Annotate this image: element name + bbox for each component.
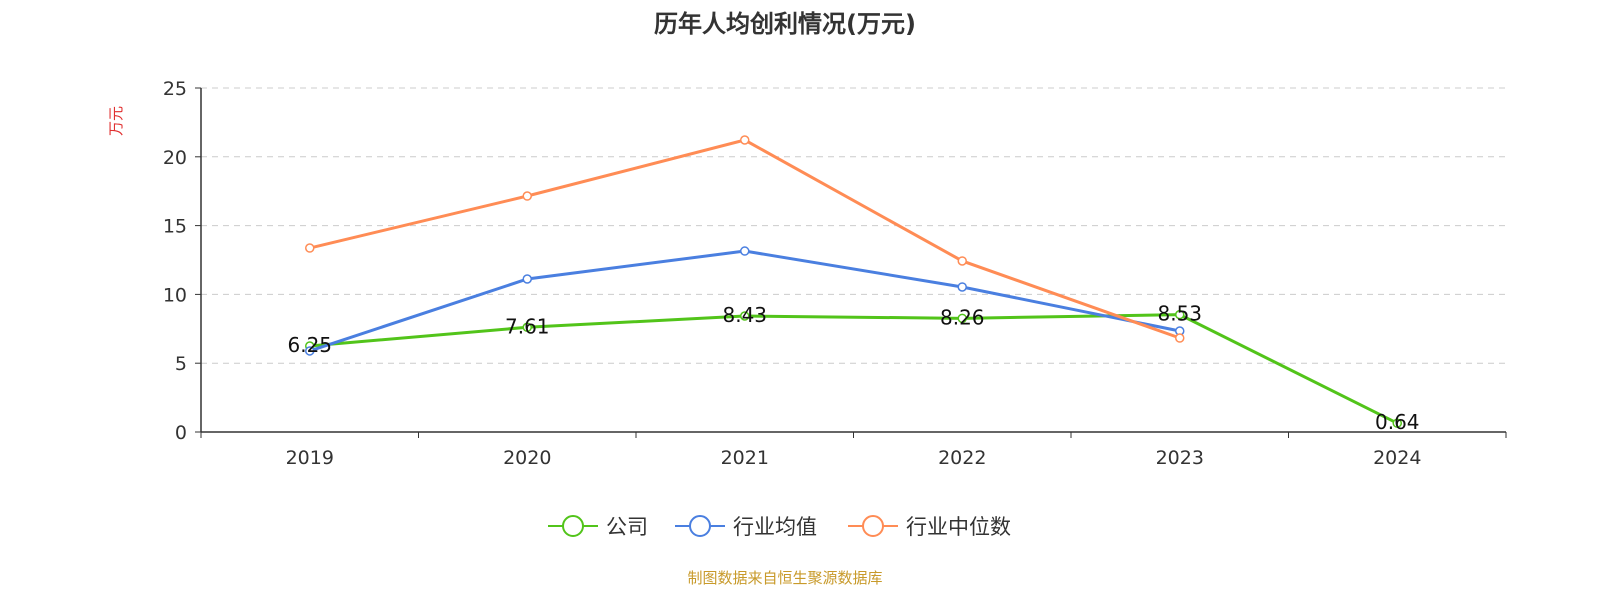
y-tick-label: 0 <box>175 422 187 444</box>
data-point <box>1392 418 1402 428</box>
legend-marker-icon <box>562 515 584 537</box>
data-label: 6.25 <box>287 333 332 357</box>
legend-label: 行业均值 <box>733 515 817 539</box>
data-point <box>522 274 532 284</box>
chart-title: 历年人均创利情况(万元) <box>654 10 916 38</box>
x-tick-label: 2024 <box>1373 447 1421 469</box>
x-tick-label: 2023 <box>1156 447 1204 469</box>
data-point <box>957 256 967 266</box>
x-tick-label: 2021 <box>721 447 769 469</box>
data-point <box>522 322 532 333</box>
legend-marker-icon <box>689 515 711 537</box>
series-line-0 <box>309 313 1398 425</box>
x-tick-label: 2022 <box>938 447 986 469</box>
data-label: 7.61 <box>505 314 550 338</box>
legend-label: 行业中位数 <box>906 515 1011 539</box>
data-point <box>957 313 967 324</box>
data-point <box>305 243 315 253</box>
legend-marker-icon <box>862 515 884 537</box>
data-label: 8.26 <box>940 305 985 329</box>
data-label: 8.43 <box>722 303 767 327</box>
data-point <box>740 246 750 256</box>
y-tick-label: 10 <box>163 284 187 306</box>
data-point <box>305 346 315 356</box>
data-label: 0.64 <box>1375 410 1420 434</box>
data-point <box>1175 333 1185 343</box>
data-label: 8.53 <box>1157 302 1202 326</box>
y-tick-label: 15 <box>163 216 187 238</box>
legend-label: 公司 <box>606 515 648 539</box>
y-tick-label: 25 <box>163 78 187 100</box>
data-point <box>740 135 750 145</box>
y-tick-label: 5 <box>175 353 187 375</box>
x-tick-label: 2019 <box>286 447 334 469</box>
y-tick-label: 20 <box>163 147 187 169</box>
source-note: 制图数据来自恒生聚源数据库 <box>687 569 882 587</box>
data-point <box>957 282 967 292</box>
x-tick-label: 2020 <box>503 447 551 469</box>
data-point <box>1175 309 1185 320</box>
data-point <box>740 311 750 321</box>
y-axis-label: 万元 <box>107 106 125 136</box>
data-point <box>522 191 532 201</box>
